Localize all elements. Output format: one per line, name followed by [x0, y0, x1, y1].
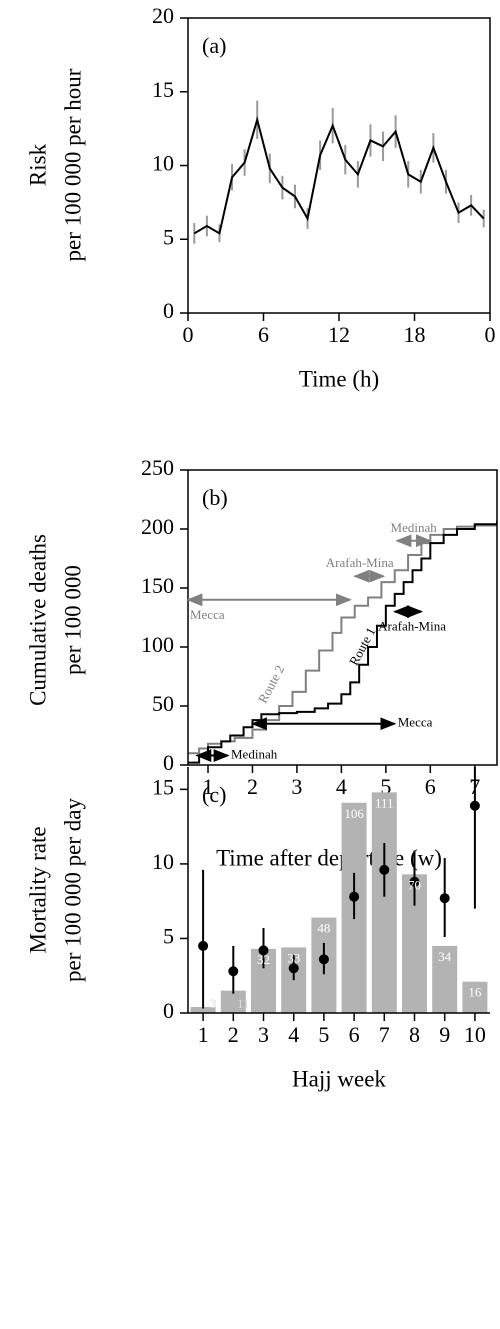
point — [379, 864, 390, 875]
y-tick-label: 100 — [141, 632, 174, 657]
line — [193, 116, 485, 235]
x-tick-label: 2 — [247, 774, 258, 799]
x-tick-label: 8 — [409, 1022, 420, 1047]
y-tick-label: 150 — [141, 573, 174, 598]
x-tick-label: 6 — [258, 322, 269, 347]
y-tick-label: 0 — [163, 750, 174, 775]
y-axis-label: Cumulative deaths — [25, 534, 50, 706]
axis-box — [187, 17, 491, 314]
plot-area — [190, 767, 488, 1013]
y-tick-label: 10 — [152, 151, 174, 176]
point — [258, 945, 269, 956]
x-tick-label: 4 — [336, 774, 347, 799]
panel-label: (a) — [202, 33, 226, 58]
x-axis-label: Time after departure (w) — [216, 845, 442, 870]
point — [288, 963, 299, 974]
y-axis-label: per 100 000 — [60, 565, 85, 675]
count-label: 16 — [468, 985, 482, 1000]
count-label: 32 — [257, 952, 270, 967]
x-tick-label: 6 — [425, 774, 436, 799]
panel-label: (b) — [202, 485, 228, 510]
x-tick-label: 0 — [485, 322, 496, 347]
x-tick-label: 1 — [203, 774, 214, 799]
phase-label: Mecca — [190, 607, 225, 622]
y-tick-label: 5 — [163, 224, 174, 249]
count-label: 34 — [438, 949, 452, 964]
x-tick-label: 6 — [349, 1022, 360, 1047]
point — [439, 893, 450, 904]
y-axis-label: Mortality rate — [25, 826, 50, 953]
route-label: Route 2 — [255, 663, 287, 706]
x-tick-label: 7 — [379, 1022, 390, 1047]
x-tick-label: 3 — [258, 1022, 269, 1047]
point — [228, 966, 239, 977]
phase-label: Medinah — [391, 520, 438, 535]
x-axis-label: Time (h) — [299, 366, 379, 391]
x-tick-label: 5 — [380, 774, 391, 799]
count-label: 11 — [237, 996, 250, 1011]
bar — [462, 981, 488, 1013]
axis-box — [187, 469, 498, 766]
x-tick-label: 0 — [183, 322, 194, 347]
x-tick-label: 9 — [439, 1022, 450, 1047]
x-tick-label: 12 — [328, 322, 350, 347]
point — [469, 800, 480, 811]
y-axis-label: Risk — [25, 143, 50, 186]
x-tick-label: 10 — [464, 1022, 486, 1047]
count-label: 3 — [210, 996, 217, 1011]
point — [318, 954, 329, 965]
step-line — [188, 520, 497, 764]
x-axis-label: Hajj week — [292, 1066, 386, 1091]
phase-label: Medinah — [231, 747, 278, 762]
count-label: 48 — [317, 921, 330, 936]
y-axis-label: per 100 000 per hour — [60, 68, 85, 261]
x-tick-label: 5 — [318, 1022, 329, 1047]
y-tick-label: 0 — [163, 298, 174, 323]
y-axis-label: per 100 000 per day — [60, 798, 85, 982]
y-tick-label: 15 — [152, 77, 174, 102]
x-tick-label: 4 — [288, 1022, 299, 1047]
bar — [432, 945, 458, 1013]
x-tick-label: 2 — [228, 1022, 239, 1047]
count-label: 70 — [408, 877, 421, 892]
phase-label: Arafah-Mina — [326, 555, 394, 570]
y-tick-label: 10 — [152, 849, 174, 874]
y-tick-label: 20 — [152, 3, 174, 28]
y-tick-label: 0 — [163, 998, 174, 1023]
y-tick-label: 5 — [163, 924, 174, 949]
phase-label: Mecca — [398, 715, 433, 730]
count-label: 106 — [344, 806, 364, 821]
phase-label: Arafah-Mina — [378, 619, 446, 634]
x-tick-label: 18 — [404, 322, 426, 347]
count-label: 33 — [287, 950, 300, 965]
x-tick-label: 3 — [291, 774, 302, 799]
point — [198, 940, 209, 951]
x-tick-label: 1 — [198, 1022, 209, 1047]
point — [409, 876, 420, 887]
bar — [371, 792, 397, 1013]
point — [349, 891, 360, 902]
count-label: 111 — [375, 795, 394, 810]
panel-label: (c) — [202, 782, 226, 807]
y-tick-label: 250 — [141, 455, 174, 480]
y-tick-label: 200 — [141, 514, 174, 539]
y-tick-label: 15 — [152, 774, 174, 799]
y-tick-label: 50 — [152, 691, 174, 716]
bar — [220, 990, 246, 1013]
bar — [190, 1007, 216, 1013]
plot-area — [193, 100, 485, 244]
